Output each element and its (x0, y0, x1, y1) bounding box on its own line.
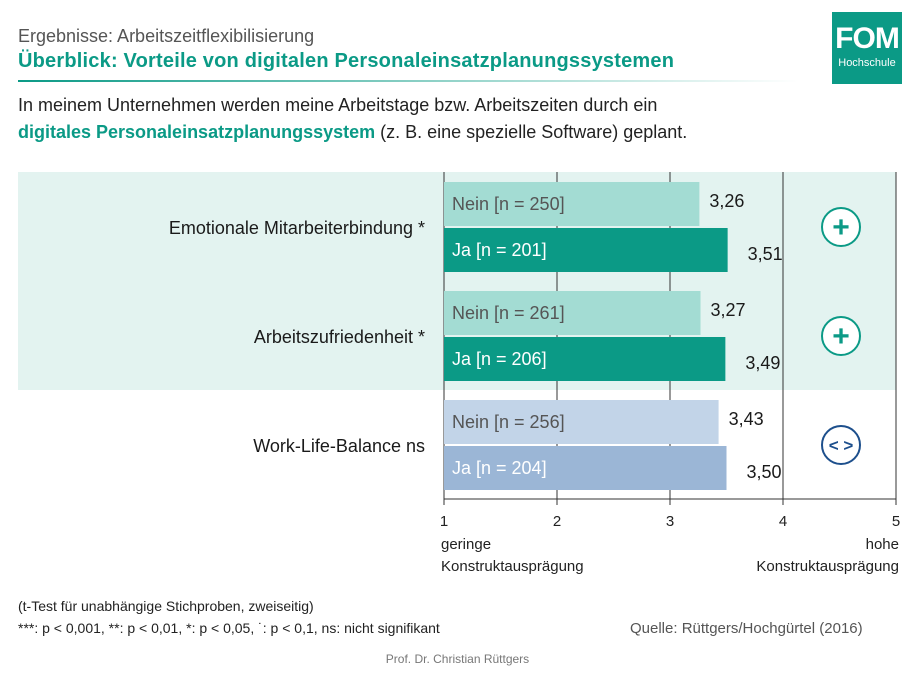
survey-question: In meinem Unternehmen werden meine Arbei… (18, 92, 838, 146)
significance-symbol: < > (829, 436, 854, 455)
category-label: Emotionale Mitarbeiterbindung * (169, 218, 425, 238)
neutral-circle-icon (821, 425, 861, 465)
bar (444, 400, 719, 444)
plus-circle-icon (821, 207, 861, 247)
value-label: 3,43 (729, 409, 764, 429)
x-tick-label: 5 (892, 513, 900, 530)
bar-chart: 1 2 3 4 5 geringe Konstruktausprägung hohe Konst… (18, 172, 900, 575)
question-text-part1: In meinem Unternehmen werden meine Arbei… (18, 95, 658, 115)
bar-label: Nein [n = 261] (452, 303, 565, 323)
category-label: Arbeitszufriedenheit * (254, 327, 425, 347)
x-tick-label: 1 (440, 513, 448, 530)
bar-label: Ja [n = 201] (452, 240, 547, 260)
x-low-label-line1: geringe (441, 536, 491, 553)
significance-symbol: + (832, 320, 850, 353)
bar-label: Ja [n = 206] (452, 349, 547, 369)
value-label: 3,26 (709, 191, 744, 211)
author-footer: Prof. Dr. Christian Rüttgers (385, 652, 530, 666)
value-label: 3,50 (747, 462, 782, 482)
bar (444, 228, 728, 272)
test-note: (t-Test für unabhängige Stichproben, zwe… (18, 598, 314, 614)
bar (444, 182, 700, 226)
significance-legend: ***: p < 0,001, **: p < 0,01, *: p < 0,0… (18, 620, 440, 636)
x-tick-label: 4 (779, 513, 787, 530)
bar (444, 446, 727, 490)
x-high-label-line1: hohe (866, 536, 899, 553)
x-high-label-line2: Konstruktausprägung (756, 558, 899, 575)
question-text-part2: (z. B. eine spezielle Software) geplant. (375, 122, 688, 142)
significance-symbol: + (832, 211, 850, 244)
value-label: 3,27 (711, 300, 746, 320)
bar (444, 337, 726, 381)
x-tick-label: 2 (553, 513, 561, 530)
fom-logo: FOM Hochschule (832, 12, 902, 84)
x-low-label-line2: Konstruktausprägung (441, 558, 584, 575)
category-label: Work-Life-Balance ns (253, 436, 425, 456)
page-title: Überblick: Vorteile von digitalen Person… (18, 50, 675, 72)
question-highlight: digitales Personaleinsatzplanungssystem (18, 122, 376, 142)
logo-text: FOM (835, 22, 900, 55)
source-citation: Quelle: Rüttgers/Hochgürtel (2016) (630, 620, 863, 637)
bar-label: Nein [n = 256] (452, 412, 565, 432)
bar (444, 291, 701, 335)
title-divider (18, 80, 798, 82)
bar-label: Ja [n = 204] (452, 458, 547, 478)
logo-subtext: Hochschule (838, 57, 896, 69)
value-label: 3,49 (745, 353, 780, 373)
value-label: 3,51 (748, 244, 783, 264)
bar-label: Nein [n = 250] (452, 194, 565, 214)
x-tick-label: 3 (666, 513, 674, 530)
supertitle: Ergebnisse: Arbeitszeitflexibilisierung (18, 26, 315, 46)
plus-circle-icon (821, 316, 861, 356)
